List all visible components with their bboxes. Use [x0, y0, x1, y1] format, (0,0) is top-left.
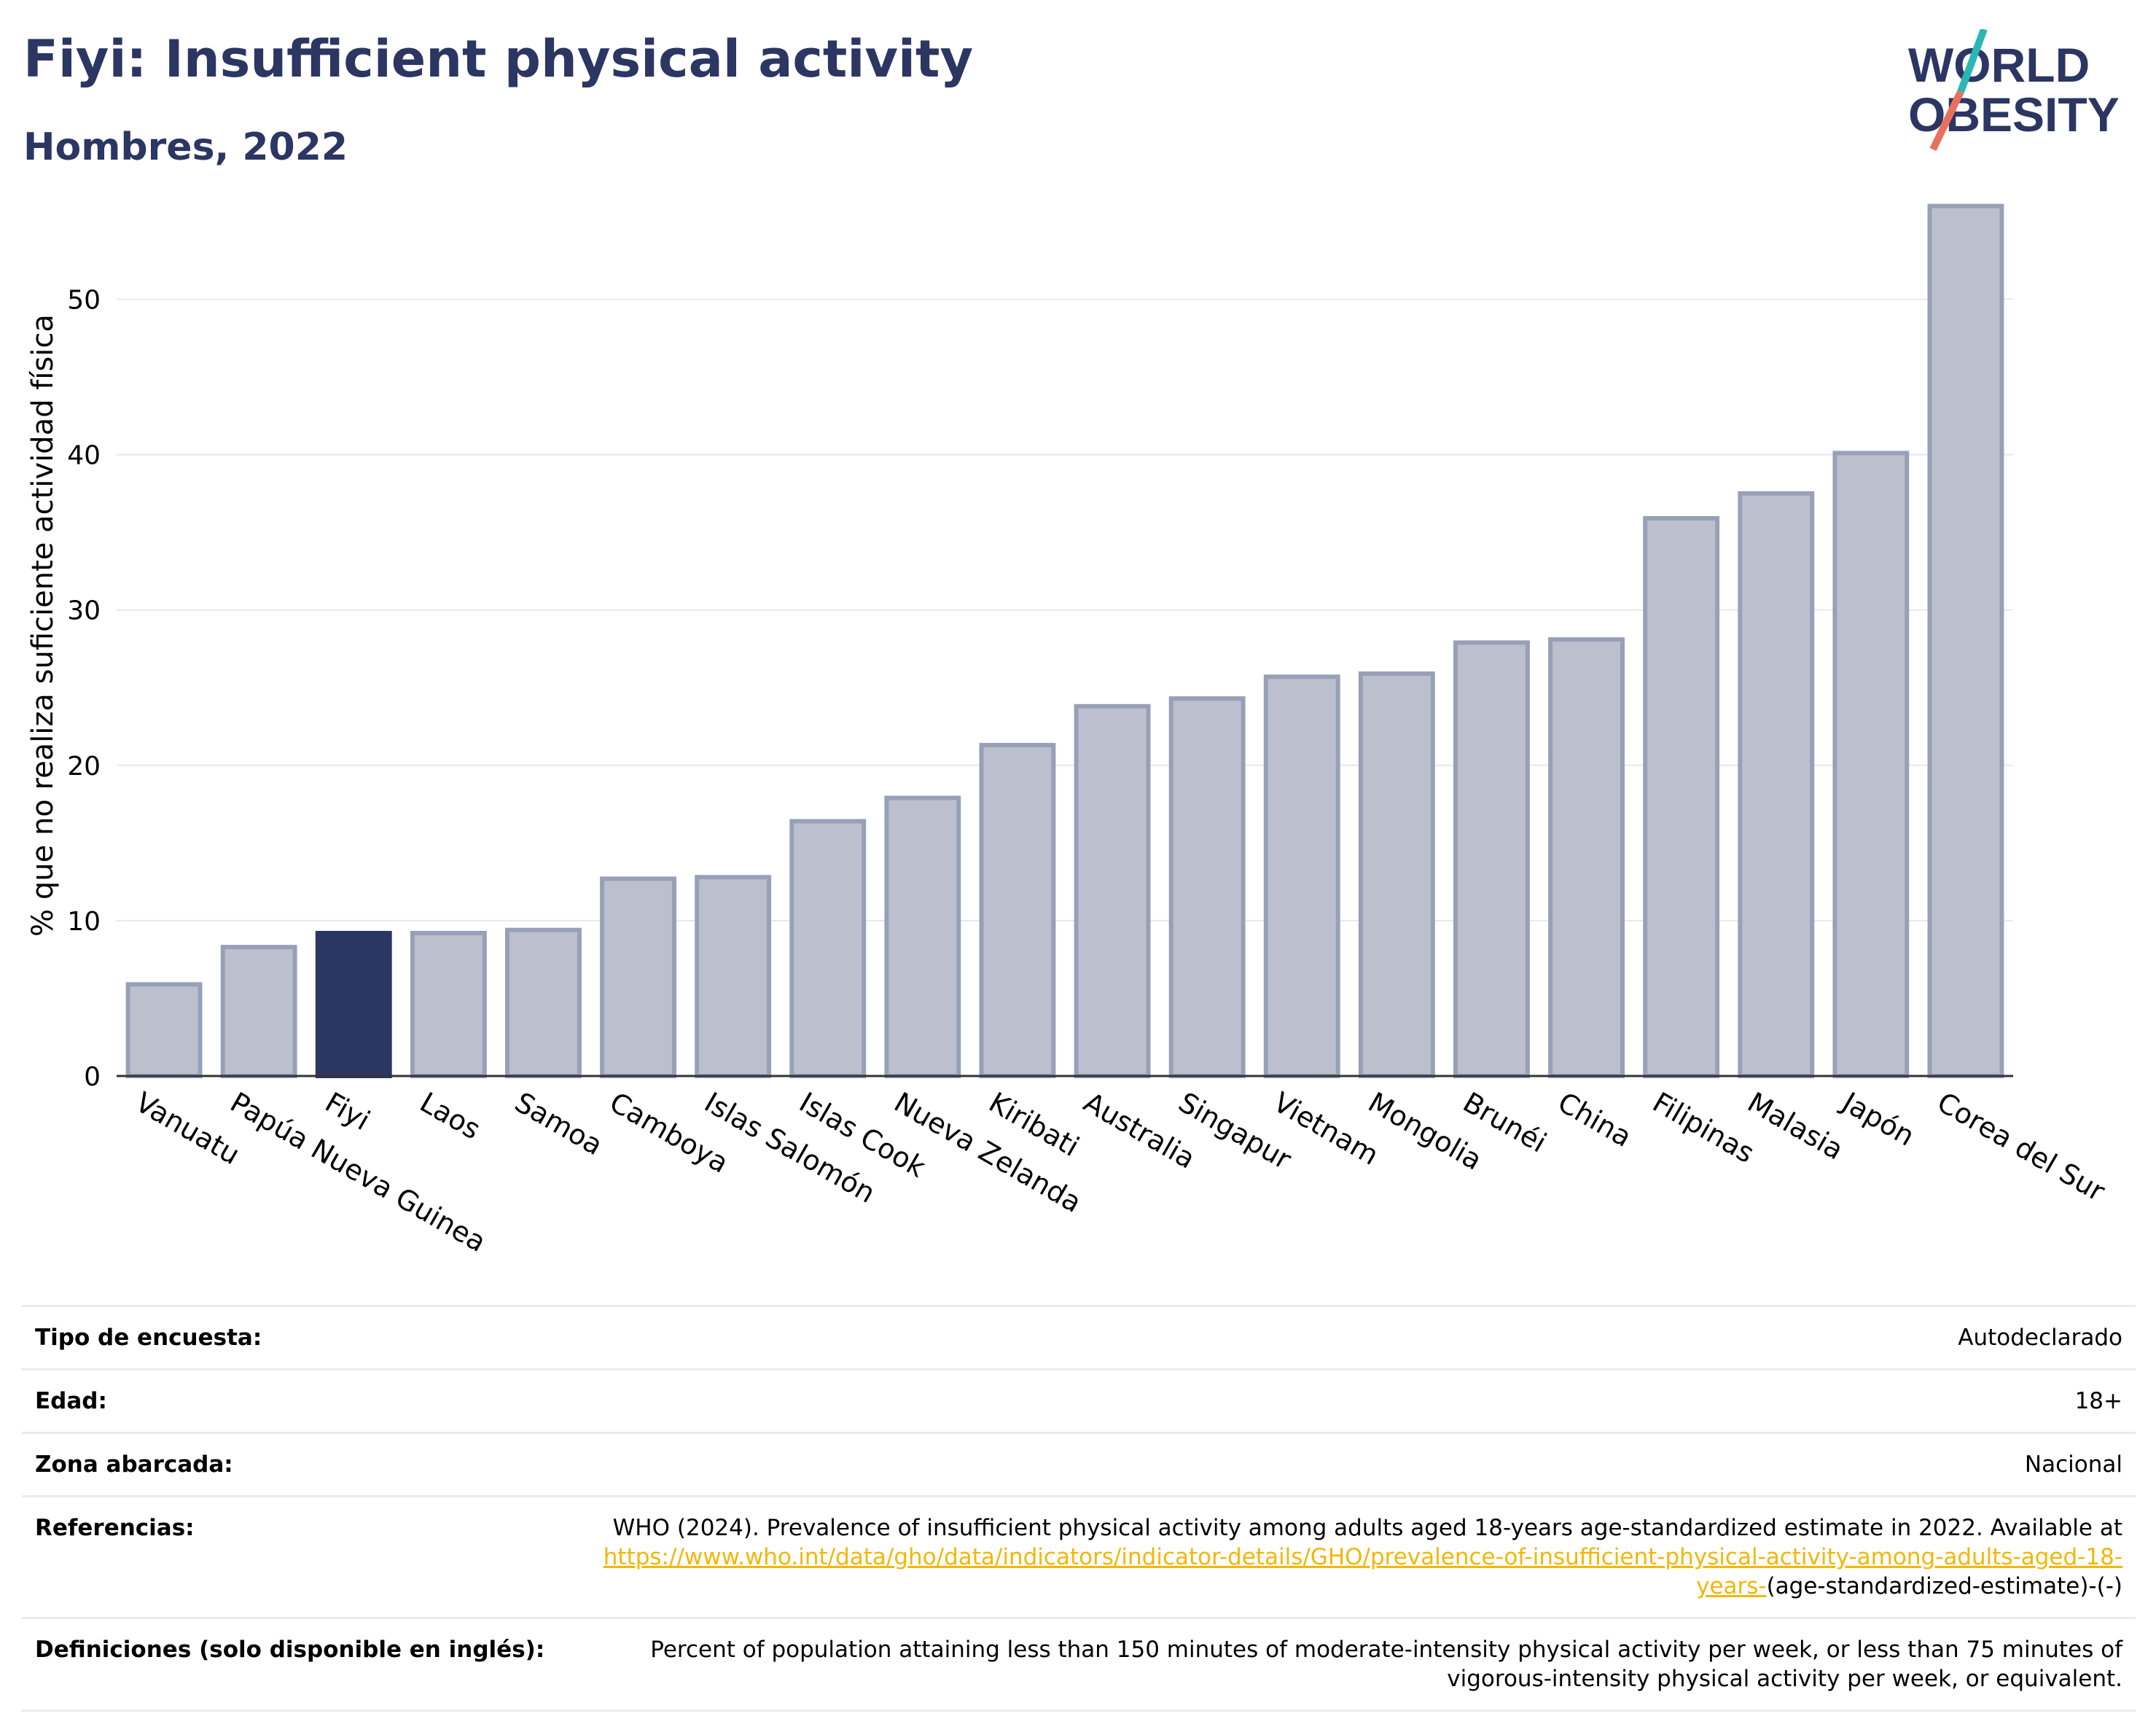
bar-islas-cook	[789, 819, 867, 1079]
bar-japón	[1832, 451, 1910, 1078]
y-tick-label: 0	[84, 1062, 101, 1092]
bar-laos	[410, 930, 487, 1078]
meta-row-age: Edad: 18+	[22, 1368, 2136, 1432]
bar-china	[1548, 637, 1625, 1078]
gridlines	[117, 298, 2013, 921]
bar-brunéi	[1453, 640, 1530, 1078]
y-tick-label: 30	[67, 596, 101, 626]
bar-australia	[1074, 703, 1151, 1078]
bars	[125, 203, 2004, 1079]
world-obesity-logo: WORLD OBESITY	[1908, 29, 2120, 152]
y-tick-label: 10	[67, 907, 101, 937]
meta-value: Autodeclarado	[1958, 1325, 2122, 1351]
x-tick-label: Samoa	[509, 1086, 608, 1162]
bar-camboya	[600, 876, 676, 1079]
x-tick-label: China	[1552, 1086, 1637, 1153]
meta-label: Tipo de encuesta:	[35, 1325, 262, 1351]
meta-value: Nacional	[2024, 1451, 2122, 1478]
bar-samoa	[505, 927, 582, 1078]
x-tick-label: Filipinas	[1647, 1086, 1759, 1169]
bar-nueva-zelanda	[884, 795, 961, 1078]
logo-text-world: WORLD	[1908, 38, 2090, 92]
y-tick-label: 20	[67, 752, 101, 781]
meta-label: Edad:	[35, 1388, 107, 1414]
bar-vietnam	[1263, 674, 1340, 1078]
logo-slash-coral	[1929, 90, 1964, 152]
meta-label: Referencias:	[35, 1515, 195, 1541]
meta-label: Definiciones (solo disponible en inglés)…	[35, 1637, 545, 1663]
y-axis-ticks: 0 10 20 30 40 50	[67, 285, 101, 1092]
meta-value: WHO (2024). Prevalence of insufficient p…	[570, 1513, 2122, 1601]
x-tick-label: Laos	[415, 1086, 486, 1146]
x-tick-label: Japón	[1836, 1085, 1920, 1153]
bar-kiribati	[979, 743, 1056, 1078]
reference-link[interactable]: https://www.who.int/data/gho/data/indica…	[603, 1544, 2122, 1599]
y-tick-label: 50	[67, 285, 101, 315]
bar-corea-del-sur	[1927, 203, 2004, 1078]
bar-papúa-nueva-guinea	[220, 945, 297, 1078]
bar-fiyi	[315, 930, 392, 1078]
chart-subtitle: Hombres, 2022	[23, 125, 348, 169]
y-tick-label: 40	[67, 441, 101, 471]
meta-row-definitions: Definiciones (solo disponible en inglés)…	[22, 1617, 2136, 1712]
bar-malasia	[1738, 491, 1815, 1078]
bar-mongolia	[1358, 671, 1435, 1078]
x-tick-label: Fiyi	[320, 1086, 375, 1136]
bar-singapur	[1168, 696, 1246, 1078]
reference-text: WHO (2024). Prevalence of insufficient p…	[612, 1515, 2122, 1541]
meta-row-survey-type: Tipo de encuesta: Autodeclarado	[22, 1305, 2136, 1368]
chart-title: Fiyi: Insufficient physical activity	[23, 29, 974, 89]
reference-suffix: (age-standardized-estimate)-(-)	[1766, 1573, 2122, 1599]
y-axis-label: % que no realiza suficiente actividad fí…	[26, 314, 60, 937]
x-tick-label: Malasia	[1742, 1086, 1848, 1166]
meta-value: Percent of population attaining less tha…	[650, 1637, 2122, 1692]
bar-islas-salomón	[695, 875, 772, 1078]
meta-label: Zona abarcada:	[35, 1451, 233, 1478]
bar-vanuatu	[125, 982, 203, 1078]
logo-slash-teal	[1957, 29, 1988, 93]
bar-filipinas	[1643, 515, 1720, 1078]
metadata-table: Tipo de encuesta: Autodeclarado Edad: 18…	[22, 1305, 2136, 1712]
meta-row-references: Referencias: WHO (2024). Prevalence of i…	[22, 1495, 2136, 1617]
meta-value: 18+	[2074, 1388, 2122, 1414]
x-tick-label: Corea del Sur	[1932, 1086, 2110, 1208]
x-tick-label: Vanuatu	[130, 1086, 246, 1171]
meta-row-coverage: Zona abarcada: Nacional	[22, 1432, 2136, 1495]
